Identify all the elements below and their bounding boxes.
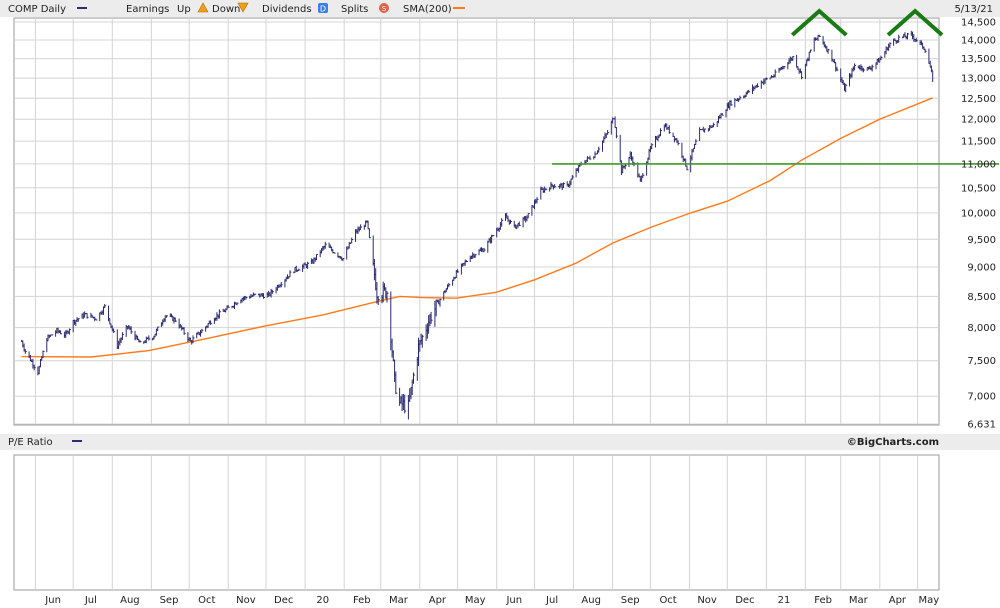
x-tick-label: Aug	[120, 595, 140, 606]
y-tick-label: 6,631	[967, 420, 996, 431]
x-tick-label: Apr	[889, 595, 907, 606]
pe-panel-frame	[13, 454, 940, 591]
x-tick-label: 20	[316, 595, 329, 606]
splits-label: Splits	[341, 4, 368, 15]
y-axis: 14,500 14,000 13,500 13,000 12,500 12,000 11,5…	[961, 18, 996, 431]
x-tick-label: Mar	[849, 595, 869, 606]
price-layer	[21, 30, 934, 420]
y-tick-label: 11,000	[961, 159, 996, 170]
y-tick-label: 9,000	[967, 263, 996, 274]
x-tick-label: Sep	[160, 595, 179, 606]
pe-swatch	[72, 440, 82, 442]
x-tick-label: Nov	[236, 595, 256, 606]
y-tick-label: 8,500	[967, 292, 996, 303]
chart-date: 5/13/21	[954, 4, 993, 15]
x-tick-label: May	[919, 595, 940, 606]
pe-grid	[34, 455, 919, 590]
y-tick-label: 9,500	[967, 235, 996, 246]
y-tick-label: 8,000	[967, 323, 996, 334]
x-tick-label: Apr	[429, 595, 447, 606]
sma-line	[21, 97, 933, 358]
x-tick-label: 21	[778, 595, 791, 606]
earnings-up-icon	[197, 2, 209, 13]
x-tick-label: Jul	[84, 595, 97, 606]
top-chevron-mark	[790, 8, 848, 37]
y-tick-label: 11,500	[961, 137, 996, 148]
x-tick-label: Feb	[353, 595, 371, 606]
x-tick-label: Dec	[274, 595, 293, 606]
series-swatch	[77, 7, 87, 9]
series-label: COMP Daily	[8, 4, 66, 15]
x-tick-label: Aug	[581, 595, 601, 606]
pe-label: P/E Ratio	[8, 437, 53, 448]
x-tick-label: Mar	[389, 595, 409, 606]
dividends-icon-letter: D	[320, 5, 326, 14]
earnings-label: Earnings	[126, 4, 169, 15]
legend-background	[0, 0, 1000, 17]
x-tick-label: Oct	[659, 595, 676, 606]
x-axis: Jun Jul Aug Sep Oct Nov Dec 20 Feb Mar Apr May Jun Ju…	[44, 595, 939, 606]
y-tick-label: 10,000	[961, 208, 996, 219]
x-tick-label: Oct	[198, 595, 215, 606]
sma-label: SMA(200)	[403, 4, 452, 15]
y-tick-label: 12,000	[961, 115, 996, 126]
dividends-icon	[318, 3, 328, 13]
top-chevron-mark	[886, 8, 944, 37]
sma-swatch	[453, 7, 465, 9]
y-tick-label: 10,500	[961, 183, 996, 194]
x-tick-label: May	[465, 595, 486, 606]
x-tick-label: Jun	[505, 595, 522, 606]
earnings-down-label: Down	[212, 4, 240, 15]
y-tick-label: 7,000	[967, 392, 996, 403]
bigcharts-credit: ©BigCharts.com	[847, 437, 939, 448]
x-tick-label: Feb	[814, 595, 832, 606]
x-tick-label: Jun	[44, 595, 61, 606]
splits-icon-letter: S	[382, 5, 387, 13]
y-tick-label: 12,500	[961, 94, 996, 105]
sma-layer	[21, 97, 933, 358]
annotation-layer	[790, 8, 944, 37]
splits-icon	[379, 3, 389, 13]
x-tick-label: Jul	[545, 595, 558, 606]
y-tick-label: 13,500	[961, 54, 996, 65]
dividends-label: Dividends	[262, 4, 312, 15]
price-panel: 14,500 14,000 13,500 13,000 12,500 12,000 11,5…	[13, 8, 999, 431]
y-tick-label: 13,000	[961, 74, 996, 85]
x-tick-label: Sep	[621, 595, 640, 606]
earnings-up-label: Up	[177, 4, 191, 15]
x-tick-label: Nov	[697, 595, 717, 606]
pe-panel: P/E Ratio ©BigCharts.com	[0, 434, 1000, 591]
price-panel-frame	[13, 17, 940, 426]
earnings-down-icon	[237, 2, 249, 13]
pe-header-background	[0, 434, 1000, 450]
y-tick-label: 7,500	[967, 356, 996, 367]
x-tick-label: Dec	[735, 595, 754, 606]
y-tick-label: 14,500	[961, 18, 996, 29]
y-tick-label: 14,000	[961, 36, 996, 47]
legend-bar: COMP Daily Earnings Up Down Dividends D …	[0, 0, 1000, 17]
